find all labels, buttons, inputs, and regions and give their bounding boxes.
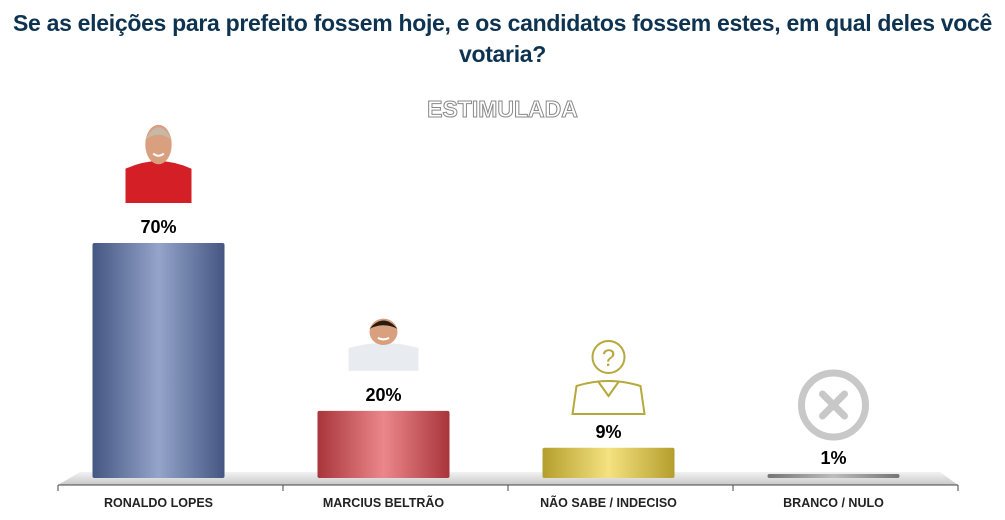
- bar: [92, 243, 225, 478]
- x-tick-label: BRANCO / NULO: [783, 496, 884, 510]
- svg-text:?: ?: [602, 345, 615, 372]
- candidate-photo: [125, 124, 192, 203]
- x-circle-icon: [798, 369, 869, 441]
- bar: [317, 410, 450, 478]
- data-label: 1%: [820, 448, 846, 468]
- chart-floor: [58, 472, 958, 485]
- x-tick-label: NÃO SABE / INDECISO: [540, 495, 677, 510]
- question-person-icon: ?: [571, 340, 646, 415]
- chart-subtitle: ESTIMULADA: [427, 96, 579, 123]
- bar: [767, 474, 900, 478]
- data-label: 9%: [595, 422, 621, 442]
- data-label: 20%: [365, 385, 401, 405]
- x-tick-label: MARCIUS BELTRÃO: [323, 495, 445, 510]
- data-label: 70%: [140, 217, 176, 237]
- candidate-photo: [348, 318, 419, 371]
- bar: [542, 447, 675, 478]
- x-tick-label: RONALDO LOPES: [104, 496, 213, 510]
- chart-title: Se as eleições para prefeito fossem hoje…: [12, 10, 993, 67]
